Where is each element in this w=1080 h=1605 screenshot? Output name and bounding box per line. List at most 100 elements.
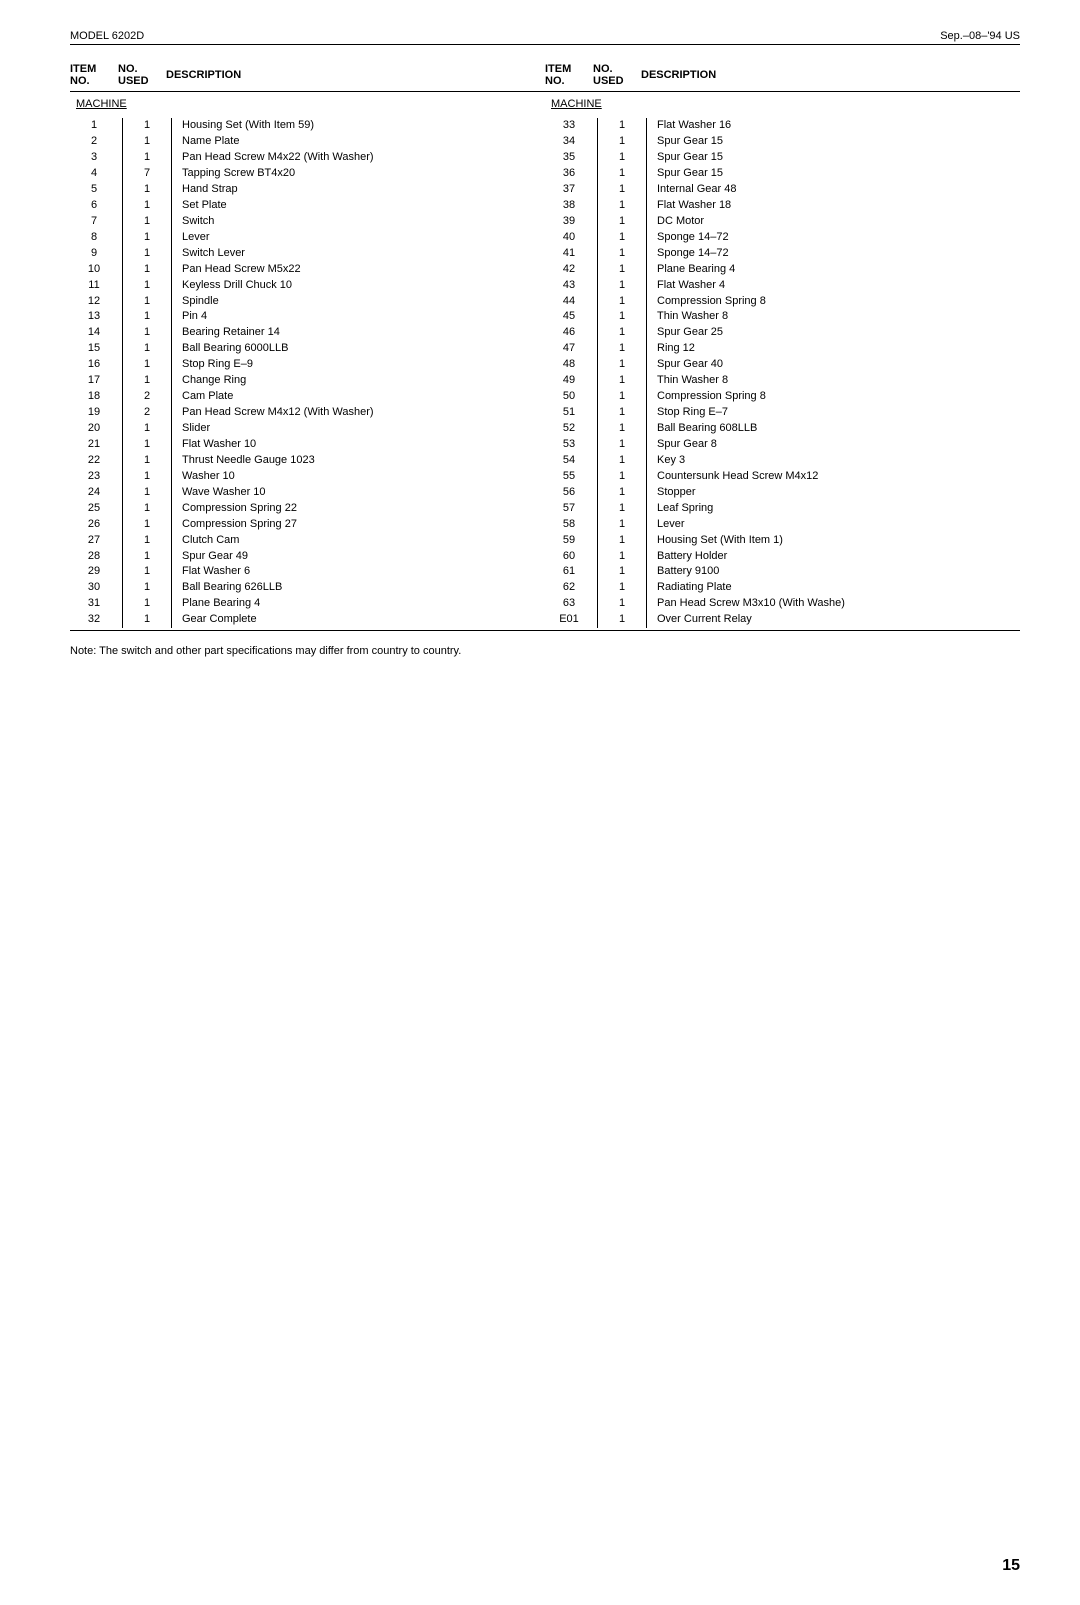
cell-description: Tapping Screw BT4x20 [172, 166, 545, 182]
cell-no-used: 1 [123, 134, 172, 150]
table-row: 581Lever [545, 517, 1020, 533]
cell-no-used: 1 [598, 166, 647, 182]
column-header-right: ITEM NO. NO. USED DESCRIPTION [545, 63, 1020, 92]
cell-description: Leaf Spring [647, 501, 1020, 517]
cell-no-used: 1 [598, 485, 647, 501]
cell-item-no: 49 [545, 373, 598, 389]
cell-no-used: 2 [123, 389, 172, 405]
cell-no-used: 1 [123, 325, 172, 341]
cell-item-no: 34 [545, 134, 598, 150]
cell-no-used: 1 [598, 421, 647, 437]
table-row: 331Flat Washer 16 [545, 118, 1020, 134]
cell-item-no: 56 [545, 485, 598, 501]
cell-description: Ball Bearing 6000LLB [172, 341, 545, 357]
section-title-right: MACHINE [551, 98, 1020, 110]
cell-description: Lever [647, 517, 1020, 533]
cell-description: Battery Holder [647, 549, 1020, 565]
cell-description: Countersunk Head Screw M4x12 [647, 469, 1020, 485]
table-row: 111Keyless Drill Chuck 10 [70, 278, 545, 294]
cell-item-no: 55 [545, 469, 598, 485]
cell-description: Key 3 [647, 453, 1020, 469]
cell-no-used: 7 [123, 166, 172, 182]
cell-description: Set Plate [172, 198, 545, 214]
cell-item-no: 40 [545, 230, 598, 246]
table-bottom-rule [70, 630, 1020, 631]
cell-description: Pan Head Screw M4x22 (With Washer) [172, 150, 545, 166]
model-label: MODEL 6202D [70, 30, 144, 42]
cell-no-used: 1 [123, 533, 172, 549]
table-row: 241Wave Washer 10 [70, 485, 545, 501]
table-row: 391DC Motor [545, 214, 1020, 230]
table-row: 231Washer 10 [70, 469, 545, 485]
table-row: 451Thin Washer 8 [545, 309, 1020, 325]
cell-description: Flat Washer 16 [647, 118, 1020, 134]
cell-no-used: 1 [598, 373, 647, 389]
header-item-line2-r: NO. [545, 75, 565, 87]
table-row: 541Key 3 [545, 453, 1020, 469]
right-column: ITEM NO. NO. USED DESCRIPTION MACHINE 33… [545, 63, 1020, 628]
cell-item-no: 53 [545, 437, 598, 453]
cell-no-used: 1 [598, 357, 647, 373]
cell-item-no: 13 [70, 309, 123, 325]
cell-description: Name Plate [172, 134, 545, 150]
cell-no-used: 1 [123, 262, 172, 278]
cell-description: Compression Spring 22 [172, 501, 545, 517]
cell-description: Switch [172, 214, 545, 230]
footnote: Note: The switch and other part specific… [70, 645, 1020, 657]
table-row: 311Plane Bearing 4 [70, 596, 545, 612]
cell-description: Keyless Drill Chuck 10 [172, 278, 545, 294]
table-row: 251Compression Spring 22 [70, 501, 545, 517]
cell-item-no: 12 [70, 294, 123, 310]
table-row: 221Thrust Needle Gauge 1023 [70, 453, 545, 469]
cell-item-no: 24 [70, 485, 123, 501]
cell-no-used: 1 [598, 294, 647, 310]
table-row: 491Thin Washer 8 [545, 373, 1020, 389]
header-description-r: DESCRIPTION [641, 63, 1020, 87]
cell-item-no: 48 [545, 357, 598, 373]
table-row: 61Set Plate [70, 198, 545, 214]
cell-no-used: 1 [123, 421, 172, 437]
cell-description: Over Current Relay [647, 612, 1020, 628]
table-row: 301Ball Bearing 626LLB [70, 580, 545, 596]
header-item-no-r: ITEM NO. [545, 63, 593, 87]
table-row: 21Name Plate [70, 134, 545, 150]
cell-description: Internal Gear 48 [647, 182, 1020, 198]
table-row: 401Sponge 14–72 [545, 230, 1020, 246]
table-row: 291Flat Washer 6 [70, 564, 545, 580]
cell-no-used: 1 [123, 294, 172, 310]
cell-no-used: 1 [598, 262, 647, 278]
cell-no-used: 1 [123, 453, 172, 469]
header-item-line1-r: ITEM [545, 63, 571, 75]
header-item-line1: ITEM [70, 63, 96, 75]
date-label: Sep.–08–'94 US [940, 30, 1020, 42]
cell-no-used: 1 [598, 325, 647, 341]
table-row: 192Pan Head Screw M4x12 (With Washer) [70, 405, 545, 421]
cell-no-used: 1 [123, 469, 172, 485]
cell-item-no: 51 [545, 405, 598, 421]
cell-description: Spur Gear 25 [647, 325, 1020, 341]
table-row: E011Over Current Relay [545, 612, 1020, 628]
cell-description: Spur Gear 15 [647, 134, 1020, 150]
header-used-line2: USED [118, 75, 149, 87]
cell-item-no: 21 [70, 437, 123, 453]
cell-no-used: 1 [123, 278, 172, 294]
table-row: 561Stopper [545, 485, 1020, 501]
cell-no-used: 1 [598, 118, 647, 134]
cell-no-used: 1 [598, 469, 647, 485]
cell-description: Spur Gear 15 [647, 166, 1020, 182]
cell-item-no: 47 [545, 341, 598, 357]
cell-description: Spindle [172, 294, 545, 310]
cell-item-no: 46 [545, 325, 598, 341]
table-row: 341Spur Gear 15 [545, 134, 1020, 150]
table-row: 321Gear Complete [70, 612, 545, 628]
cell-no-used: 1 [123, 341, 172, 357]
cell-description: Sponge 14–72 [647, 230, 1020, 246]
header-desc-text-r: DESCRIPTION [641, 69, 716, 81]
table-row: 431Flat Washer 4 [545, 278, 1020, 294]
cell-no-used: 1 [598, 517, 647, 533]
cell-item-no: 9 [70, 246, 123, 262]
right-rows: 331Flat Washer 16341Spur Gear 15351Spur … [545, 118, 1020, 628]
table-row: 81Lever [70, 230, 545, 246]
cell-item-no: 20 [70, 421, 123, 437]
cell-description: Flat Washer 18 [647, 198, 1020, 214]
